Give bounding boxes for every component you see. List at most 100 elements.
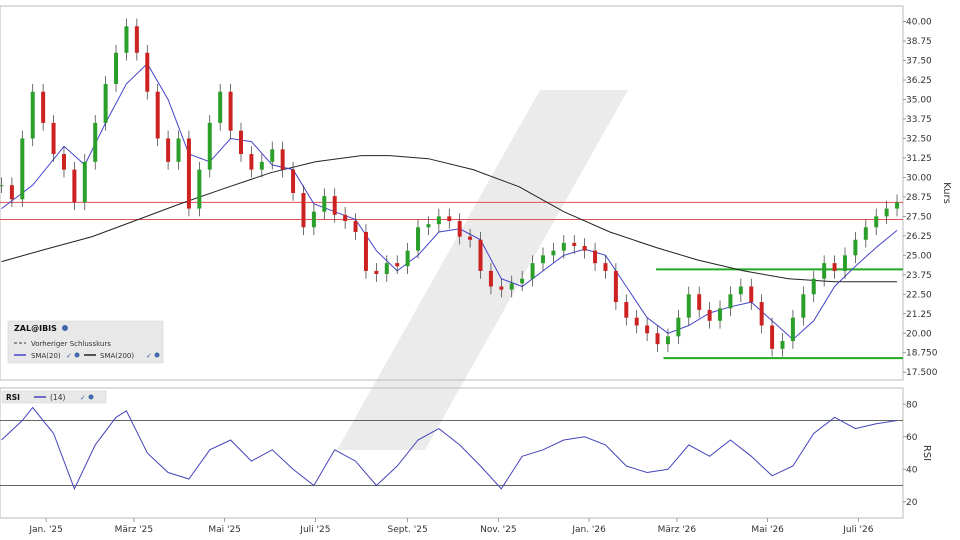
price-tick-label: 22.50 <box>906 290 932 300</box>
candle-body <box>363 231 368 271</box>
legend-symbol: ZAL@IBIS <box>14 324 57 333</box>
candle-body <box>665 336 670 345</box>
globe-icon[interactable] <box>62 325 68 331</box>
candle-body <box>134 26 139 53</box>
candle-body <box>176 138 181 162</box>
price-panel-frame <box>0 5 904 381</box>
candle-body <box>707 309 712 321</box>
rsi-legend: RSI (14) ✓ <box>1 390 107 404</box>
price-tick-label: 20.00 <box>906 329 932 339</box>
x-tick-label: März '26 <box>658 525 697 535</box>
candle-body <box>853 239 858 256</box>
candle-body <box>468 236 473 240</box>
price-tick-label: 26.25 <box>906 232 932 242</box>
price-lines-layer <box>0 18 903 360</box>
candle-body <box>686 294 691 318</box>
candle-body <box>624 302 629 318</box>
candle-body <box>103 83 108 123</box>
price-tick-label: 17.500 <box>906 368 938 378</box>
x-tick-label: Mai '25 <box>208 525 241 535</box>
x-tick-label: Mai '26 <box>751 525 784 535</box>
candle-body <box>426 224 431 228</box>
candle-body <box>9 185 14 200</box>
candle-body <box>551 250 556 256</box>
rsi-tick-label: 40 <box>906 465 918 475</box>
check-icon[interactable]: ✓ <box>146 352 152 360</box>
legend-prev-close-label: Vorheriger Schlusskurs <box>31 340 111 348</box>
candle-body <box>114 52 119 84</box>
candle-body <box>884 208 889 217</box>
x-tick-label: März '25 <box>115 525 154 535</box>
price-tick-label: 27.50 <box>906 212 932 222</box>
candle-body <box>311 211 316 228</box>
candle-body <box>145 52 150 92</box>
candle-body <box>613 270 618 303</box>
x-axis: Jan. '25 März '25 Mai '25 Juli '25 Sept. '25… <box>28 518 874 535</box>
candle-body <box>572 242 577 246</box>
candle-body <box>291 169 296 193</box>
candle-body <box>322 196 327 212</box>
candle-body <box>301 193 306 228</box>
candle-body <box>895 202 900 209</box>
candle-body <box>436 216 441 225</box>
candle-body <box>697 294 702 310</box>
candle-body <box>874 216 879 228</box>
candle-body <box>561 242 566 251</box>
x-tick-label: Juli '25 <box>299 525 330 535</box>
price-tick-label: 32.50 <box>906 134 932 144</box>
candle-body <box>82 161 87 203</box>
globe-icon[interactable] <box>154 352 160 358</box>
candle-body <box>603 263 608 271</box>
candle-body <box>384 263 389 275</box>
price-tick-label: 25.00 <box>906 251 932 261</box>
candle-body <box>155 91 160 139</box>
candle-body <box>593 250 598 264</box>
price-tick-label: 33.75 <box>906 115 932 125</box>
candle-body <box>30 91 35 139</box>
candle-body <box>20 138 25 200</box>
candle-body <box>332 196 337 215</box>
rsi-legend-label: RSI <box>6 393 20 402</box>
candle-body <box>801 294 806 318</box>
price-tick-label: 18.750 <box>906 349 938 359</box>
check-icon[interactable]: ✓ <box>66 352 72 360</box>
legend-box <box>7 320 164 364</box>
globe-icon[interactable] <box>88 394 94 400</box>
candle-body <box>728 294 733 309</box>
candle-body <box>353 221 358 232</box>
candle-body <box>842 255 847 271</box>
candle-body <box>790 317 795 342</box>
rsi-tick-label: 80 <box>906 400 918 410</box>
candle-body <box>749 286 754 303</box>
candle-body <box>218 91 223 123</box>
rsi-legend-period: (14) <box>50 393 65 402</box>
rsi-panel-frame <box>0 387 904 519</box>
candle-body <box>259 161 264 170</box>
candle-body <box>166 138 171 162</box>
candle-body <box>61 154 66 170</box>
price-tick-label: 30.00 <box>906 173 932 183</box>
candle-body <box>530 263 535 279</box>
candle-body <box>738 286 743 295</box>
price-tick-label: 37.50 <box>906 57 932 67</box>
candle-body <box>228 91 233 131</box>
price-tick-label: 38.75 <box>906 37 932 47</box>
globe-icon[interactable] <box>74 352 80 358</box>
candle-body <box>93 122 98 162</box>
candle-body <box>207 122 212 170</box>
price-legend: ZAL@IBIS Vorheriger Schlusskurs SMA(20) … <box>7 320 164 364</box>
candle-body <box>863 227 868 240</box>
legend-sma200-label: SMA(200) <box>100 352 134 360</box>
candle-body <box>416 227 421 251</box>
candle-body <box>759 302 764 326</box>
x-tick-label: Jan. '26 <box>571 525 606 535</box>
price-tick-label: 21.25 <box>906 310 932 320</box>
price-tick-label: 35.00 <box>906 96 932 106</box>
candle-body <box>634 317 639 326</box>
check-icon[interactable]: ✓ <box>80 394 86 402</box>
rsi-tick-label: 60 <box>906 433 918 443</box>
candle-body <box>780 341 785 349</box>
x-tick-label: Juli '26 <box>842 525 873 535</box>
candle-body <box>645 325 650 334</box>
